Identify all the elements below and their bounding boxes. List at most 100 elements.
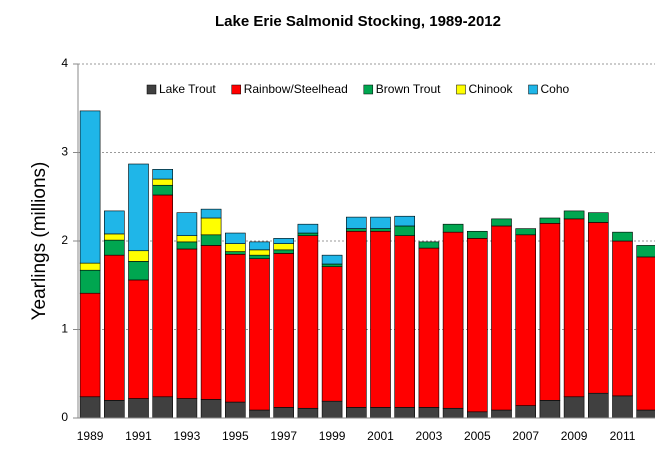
bar-segment (273, 238, 295, 244)
bar-segment (587, 222, 609, 394)
x-tick-label: 1999 (319, 429, 346, 443)
legend-marker (456, 84, 466, 95)
bar-segment (128, 398, 149, 419)
bar-segment (321, 263, 343, 267)
legend-marker (363, 84, 374, 95)
bar-segment (79, 269, 101, 294)
bar-segment (176, 398, 198, 419)
bar-segment (249, 241, 270, 251)
legend-label: Chinook (468, 82, 513, 96)
bar-segment (249, 409, 270, 419)
bar-segment (225, 232, 246, 244)
bar-segment (152, 178, 173, 186)
bar-segment (563, 210, 585, 220)
bar-segment (200, 245, 222, 400)
x-tick-label: 2003 (416, 429, 443, 443)
bar-segment (249, 254, 270, 260)
bar-segment (104, 233, 125, 241)
bar-segment (466, 411, 488, 419)
bar-segment (321, 400, 343, 419)
bar-segment (612, 231, 633, 242)
bar-segment (636, 409, 655, 419)
bar-segment (636, 245, 655, 258)
bar-segment (104, 210, 125, 235)
legend-label: Brown Trout (376, 82, 441, 96)
bar-segment (491, 409, 512, 419)
bar-segment (128, 250, 149, 262)
y-tick-label: 3 (61, 145, 68, 159)
bar-segment (442, 223, 464, 233)
bar-segment (345, 228, 367, 232)
bar-segment (587, 212, 609, 223)
y-axis-label: Yearlings (millions) (29, 162, 50, 321)
x-tick-label: 2011 (610, 429, 636, 443)
bar-segment (345, 230, 367, 408)
bar-segment (418, 247, 440, 408)
y-tick-label: 0 (61, 410, 68, 424)
y-tick-label: 2 (61, 233, 68, 247)
bar-segment (539, 399, 561, 419)
bar-segment (297, 407, 319, 419)
bar-segment (128, 279, 149, 399)
bar-segment (176, 248, 198, 399)
chart-title: Lake Erie Salmonid Stocking, 1989-2012 (215, 13, 501, 30)
bar-segment (466, 230, 488, 239)
bar-segment (104, 399, 125, 419)
bar-segment (225, 401, 246, 419)
bar-segment (563, 396, 585, 419)
x-tick-label: 1989 (77, 429, 104, 443)
x-tick-label: 2001 (367, 429, 394, 443)
bar-segment (200, 217, 222, 236)
bar-segment (612, 395, 633, 419)
bar-segment (79, 396, 101, 419)
bar-segment (321, 254, 343, 265)
bar-segment (418, 241, 440, 249)
bar-segment (491, 225, 512, 411)
bar-segment (152, 169, 173, 180)
x-tick-label: 2007 (512, 429, 539, 443)
bar-segment (152, 396, 173, 419)
bar-segment (225, 253, 246, 403)
bar-segment (297, 223, 319, 234)
bar-segment (128, 261, 149, 281)
bar-segment (152, 194, 173, 398)
bar-segment (273, 249, 295, 254)
bar-segment (104, 254, 125, 401)
bar-segment (321, 266, 343, 402)
x-tick-label: 2009 (561, 429, 588, 443)
x-tick-label: 1993 (174, 429, 201, 443)
bar-segment (200, 234, 222, 246)
bar-segment (515, 405, 537, 419)
bar-segment (176, 241, 198, 250)
legend-label: Lake Trout (159, 82, 216, 96)
bar-segment (200, 208, 222, 219)
legend-label: Coho (541, 82, 570, 96)
bar-segment (79, 262, 101, 271)
bar-segment (515, 228, 537, 236)
bar-segment (563, 218, 585, 398)
legend-label: Rainbow/Steelhead (244, 82, 348, 96)
bar-segment (491, 218, 512, 227)
bar-segment (394, 215, 416, 227)
bar-segment (370, 228, 391, 232)
bar-segment (79, 292, 101, 398)
legend-marker (231, 84, 241, 95)
legend-marker (528, 84, 538, 95)
bar-segment (370, 407, 391, 419)
bar-segment (418, 407, 440, 419)
bar-segment (128, 163, 149, 252)
bar-segment (297, 235, 319, 409)
x-tick-label: 1995 (222, 429, 249, 443)
bar-segment (515, 234, 537, 406)
x-tick-label: 1997 (270, 429, 297, 443)
bar-segment (587, 392, 609, 419)
bar-segment (345, 407, 367, 419)
bar-segment (176, 235, 198, 243)
bar-segment (273, 253, 295, 408)
bar-segment (370, 230, 391, 408)
bar-segment (79, 110, 101, 264)
bar-segment (249, 249, 270, 256)
bar-segment (225, 251, 246, 255)
